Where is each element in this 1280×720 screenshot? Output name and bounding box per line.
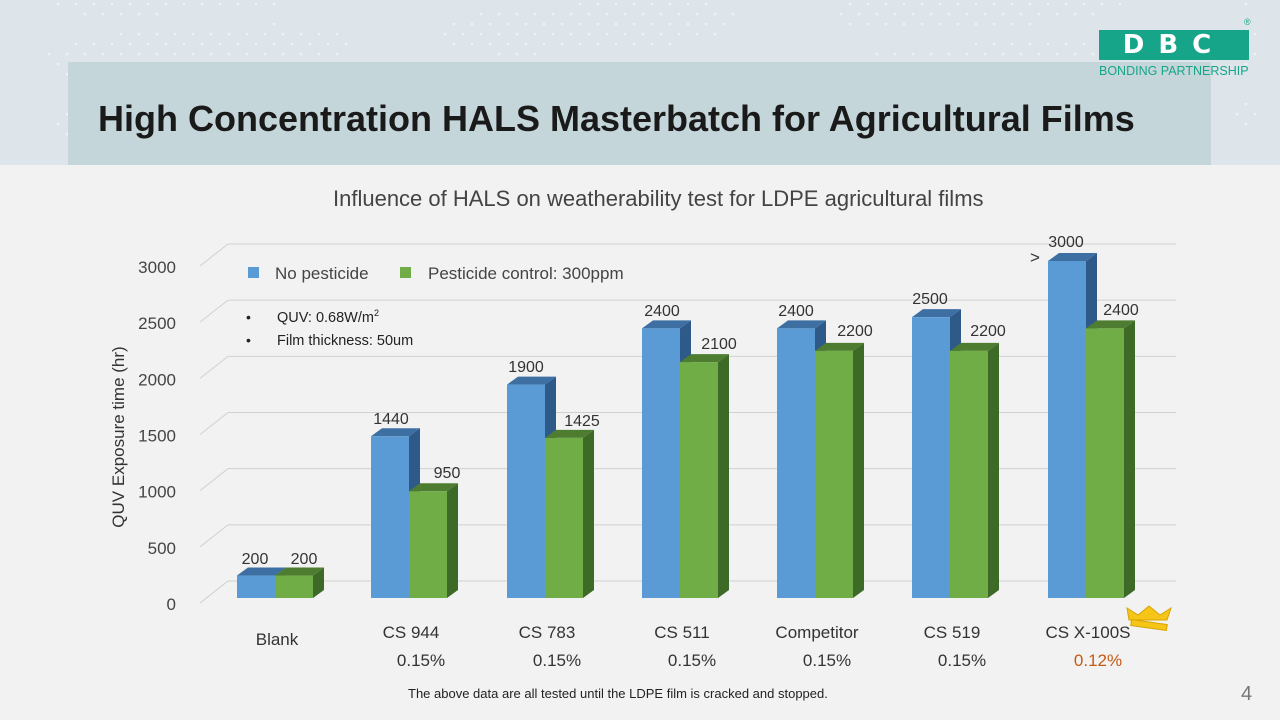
gridline-diag bbox=[199, 243, 229, 267]
y-tick-label: 2000 bbox=[138, 370, 176, 389]
dosage-label: 0.15% bbox=[668, 651, 716, 670]
category-label: Competitor bbox=[775, 623, 858, 642]
bar-pesticide bbox=[545, 429, 594, 598]
crown-icon bbox=[1126, 605, 1172, 632]
gridline-diag bbox=[199, 355, 229, 379]
footnote: The above data are all tested until the … bbox=[408, 686, 828, 701]
dosage-label: 0.12% bbox=[1074, 651, 1122, 670]
bar-pesticide bbox=[950, 342, 999, 598]
data-label: 2200 bbox=[837, 323, 873, 340]
gridline-diag bbox=[199, 468, 229, 492]
category-label: CS X-100S bbox=[1045, 623, 1130, 642]
y-axis-label: QUV Exposure time (hr) bbox=[109, 346, 128, 527]
dosage-label: 0.15% bbox=[803, 651, 851, 670]
title-panel bbox=[68, 62, 1211, 165]
data-label: 1425 bbox=[564, 413, 600, 430]
y-tick-label: 1000 bbox=[138, 483, 176, 502]
category-label: CS 519 bbox=[924, 623, 981, 642]
logo-subtitle: BONDING PARTNERSHIP bbox=[1099, 64, 1249, 78]
data-label: 2400 bbox=[778, 303, 814, 320]
dbc-logo: DBC BONDING PARTNERSHIP ® bbox=[1099, 17, 1251, 86]
data-label: 200 bbox=[291, 551, 318, 568]
data-label: 1900 bbox=[508, 359, 544, 376]
data-label: 2400 bbox=[1103, 302, 1139, 319]
category-label: CS 944 bbox=[383, 623, 440, 642]
dosage-label: 0.15% bbox=[397, 651, 445, 670]
y-tick-label: 2500 bbox=[138, 314, 176, 333]
logo-box bbox=[1099, 30, 1249, 60]
bar-pesticide bbox=[680, 354, 729, 598]
bar-pesticide bbox=[815, 342, 864, 598]
logo-text: DBC bbox=[1122, 30, 1226, 60]
data-label: 3000 bbox=[1048, 234, 1084, 251]
bar-pesticide bbox=[1086, 320, 1135, 598]
gridline-diag bbox=[199, 412, 229, 435]
bar-pesticide bbox=[409, 483, 458, 598]
legend-swatch-no-pesticide bbox=[248, 267, 259, 278]
data-label: 2100 bbox=[701, 336, 737, 353]
note-quv-text: QUV: 0.68W/m bbox=[277, 310, 374, 326]
legend-label-no-pesticide: No pesticide bbox=[275, 264, 369, 283]
y-tick-label: 500 bbox=[148, 539, 176, 558]
data-label: 200 bbox=[242, 551, 269, 568]
y-tick-label: 0 bbox=[167, 595, 176, 614]
legend-label-pesticide: Pesticide control: 300ppm bbox=[428, 264, 624, 283]
category-label: CS 511 bbox=[654, 623, 709, 642]
logo-registered-mark: ® bbox=[1244, 17, 1251, 27]
legend-swatch-pesticide bbox=[400, 267, 411, 278]
gridline-diag bbox=[199, 524, 229, 548]
data-label: 2400 bbox=[644, 303, 680, 320]
data-label: 2500 bbox=[912, 291, 948, 308]
annotation-greater-than: > bbox=[1030, 248, 1040, 267]
data-label: 950 bbox=[434, 465, 461, 482]
dosage-label: 0.15% bbox=[938, 651, 986, 670]
note-quv: QUV: 0.68W/m2 bbox=[277, 308, 379, 326]
page-title: High Concentration HALS Masterbatch for … bbox=[98, 98, 1135, 139]
note-bullet-2: • bbox=[246, 332, 251, 348]
gridline-diag bbox=[199, 299, 229, 323]
category-label: CS 783 bbox=[519, 623, 576, 642]
y-tick-label: 3000 bbox=[138, 258, 176, 277]
note-bullet-1: • bbox=[246, 309, 251, 325]
y-tick-label: 1500 bbox=[138, 427, 176, 446]
data-label: 1440 bbox=[373, 411, 409, 428]
chart-title: Influence of HALS on weatherability test… bbox=[333, 186, 984, 211]
gridline-diag bbox=[199, 580, 229, 604]
dosage-label: 0.15% bbox=[533, 651, 581, 670]
note-quv-superscript: 2 bbox=[374, 308, 379, 318]
category-label: Blank bbox=[256, 630, 299, 649]
note-thickness: Film thickness: 50um bbox=[277, 333, 413, 349]
page-number: 4 bbox=[1241, 683, 1253, 705]
data-label: 2200 bbox=[970, 323, 1006, 340]
bar-pesticide bbox=[275, 567, 324, 598]
